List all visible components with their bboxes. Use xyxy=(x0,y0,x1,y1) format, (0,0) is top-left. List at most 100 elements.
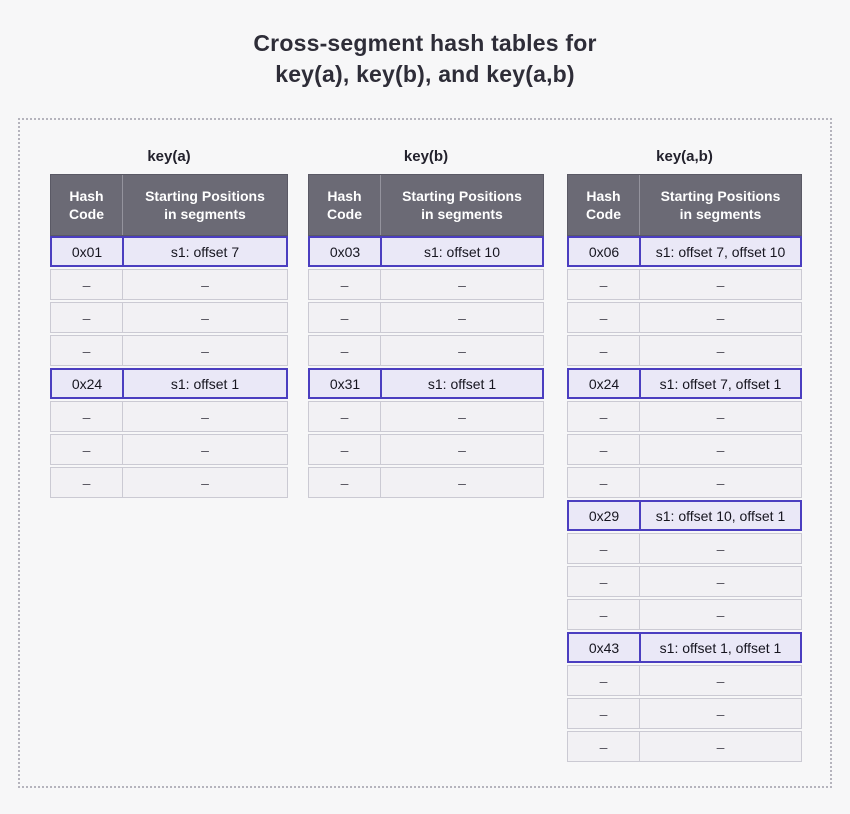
hash-code-cell: 0x24 xyxy=(52,370,124,397)
hash-code-cell: – xyxy=(309,468,381,497)
hash-code-cell: – xyxy=(568,666,640,695)
starting-positions-cell: – xyxy=(716,309,725,326)
hash-code-cell: 0x43 xyxy=(569,634,641,661)
table-row-empty: – – xyxy=(50,401,288,432)
table-header-row: Hash Code Starting Positions in segments xyxy=(567,174,802,236)
column-header-hash-code: Hash Code xyxy=(568,175,640,235)
table-row-empty: – – xyxy=(308,302,544,333)
hash-code-cell: – xyxy=(568,402,640,431)
table-row-empty: – – xyxy=(567,335,802,366)
table-row-empty: – – xyxy=(567,731,802,762)
table-row-empty: – – xyxy=(308,269,544,300)
starting-positions-cell: – xyxy=(716,441,725,458)
table-row-entry: 0x06 s1: offset 7, offset 10 xyxy=(567,236,802,267)
table-row-empty: – – xyxy=(567,467,802,498)
starting-positions-cell: – xyxy=(458,276,466,293)
table-row-empty: – – xyxy=(567,566,802,597)
table-row-empty: – – xyxy=(567,698,802,729)
hash-code-cell: – xyxy=(568,303,640,332)
table-row-entry: 0x24 s1: offset 1 xyxy=(50,368,288,399)
starting-positions-cell: – xyxy=(201,309,209,326)
hash-code-cell: – xyxy=(568,435,640,464)
starting-positions-cell: s1: offset 1 xyxy=(170,375,240,392)
table-row-empty: – – xyxy=(567,269,802,300)
table-row-empty: – – xyxy=(567,434,802,465)
table-rows-key-ab: 0x06 s1: offset 7, offset 10– – – – – –0x24 s1:… xyxy=(567,236,802,762)
starting-positions-cell: – xyxy=(201,342,209,359)
hash-code-cell: – xyxy=(309,435,381,464)
hash-code-cell: – xyxy=(568,468,640,497)
diagram-title-line2: key(a), key(b), and key(a,b) xyxy=(275,61,575,87)
table-row-empty: – – xyxy=(567,401,802,432)
table-row-empty: – – xyxy=(50,269,288,300)
hash-code-cell: 0x03 xyxy=(310,238,382,265)
hash-code-cell: – xyxy=(309,402,381,431)
diagram-title: Cross-segment hash tables for key(a), ke… xyxy=(0,28,850,90)
table-rows-key-b: 0x03 s1: offset 10– – – – – –0x31 s1: offset 1–… xyxy=(308,236,544,498)
starting-positions-cell: – xyxy=(716,342,725,359)
starting-positions-cell: – xyxy=(458,342,466,359)
hash-code-cell: – xyxy=(51,270,123,299)
starting-positions-cell: – xyxy=(458,408,466,425)
starting-positions-cell: – xyxy=(716,540,725,557)
starting-positions-cell: s1: offset 7 xyxy=(170,243,240,260)
table-row-empty: – – xyxy=(308,434,544,465)
table-row-entry: 0x43 s1: offset 1, offset 1 xyxy=(567,632,802,663)
table-row-entry: 0x31 s1: offset 1 xyxy=(308,368,544,399)
table-row-empty: – – xyxy=(50,335,288,366)
hash-code-cell: – xyxy=(51,336,123,365)
starting-positions-cell: – xyxy=(201,408,209,425)
starting-positions-cell: s1: offset 7, offset 10 xyxy=(655,243,786,260)
diagram-dotted-border: key(a) Hash Code Starting Positions in s… xyxy=(18,118,832,788)
starting-positions-cell: – xyxy=(201,276,209,293)
hash-table-block-key-b: key(b) Hash Code Starting Positions in s… xyxy=(308,147,544,498)
column-header-hash-code: Hash Code xyxy=(309,175,381,235)
table-row-empty: – – xyxy=(50,302,288,333)
column-header-starting-positions: Starting Positions in segments xyxy=(145,188,265,222)
hash-code-cell: – xyxy=(51,435,123,464)
table-row-empty: – – xyxy=(567,302,802,333)
hash-code-cell: 0x01 xyxy=(52,238,124,265)
table-row-empty: – – xyxy=(567,599,802,630)
hash-table-block-key-ab: key(a,b) Hash Code Starting Positions in… xyxy=(567,147,802,762)
hash-code-cell: – xyxy=(568,336,640,365)
table-title-key-b: key(b) xyxy=(403,148,449,165)
starting-positions-cell: – xyxy=(716,606,725,623)
starting-positions-cell: s1: offset 10 xyxy=(423,243,500,260)
table-header-row: Hash Code Starting Positions in segments xyxy=(50,174,288,236)
starting-positions-cell: – xyxy=(716,573,725,590)
hash-table-key-ab: Hash Code Starting Positions in segments… xyxy=(567,174,802,762)
starting-positions-cell: – xyxy=(201,441,209,458)
hash-code-cell: 0x06 xyxy=(569,238,641,265)
hash-table-key-b: Hash Code Starting Positions in segments… xyxy=(308,174,544,498)
starting-positions-cell: – xyxy=(716,705,725,722)
starting-positions-cell: – xyxy=(458,441,466,458)
starting-positions-cell: s1: offset 7, offset 1 xyxy=(659,375,782,392)
hash-code-cell: – xyxy=(568,567,640,596)
hash-code-cell: – xyxy=(568,600,640,629)
hash-code-cell: – xyxy=(309,336,381,365)
starting-positions-cell: s1: offset 1, offset 1 xyxy=(659,639,782,656)
table-row-empty: – – xyxy=(567,533,802,564)
table-row-empty: – – xyxy=(308,401,544,432)
starting-positions-cell: s1: offset 10, offset 1 xyxy=(655,507,786,524)
table-title-key-a: key(a) xyxy=(147,148,191,165)
starting-positions-cell: s1: offset 1 xyxy=(427,375,497,392)
table-rows-key-a: 0x01 s1: offset 7– – – – – –0x24 s1: offset 1– –… xyxy=(50,236,288,498)
table-row-entry: 0x03 s1: offset 10 xyxy=(308,236,544,267)
hash-code-cell: – xyxy=(309,303,381,332)
hash-table-key-a: Hash Code Starting Positions in segments… xyxy=(50,174,288,498)
diagram-title-line1: Cross-segment hash tables for xyxy=(253,30,597,56)
hash-code-cell: – xyxy=(568,732,640,761)
starting-positions-cell: – xyxy=(716,408,725,425)
hash-code-cell: – xyxy=(568,534,640,563)
hash-code-cell: – xyxy=(568,270,640,299)
table-row-entry: 0x01 s1: offset 7 xyxy=(50,236,288,267)
table-row-empty: – – xyxy=(567,665,802,696)
hash-code-cell: – xyxy=(309,270,381,299)
starting-positions-cell: – xyxy=(716,474,725,491)
hash-code-cell: – xyxy=(568,699,640,728)
table-row-empty: – – xyxy=(308,467,544,498)
starting-positions-cell: – xyxy=(716,672,725,689)
